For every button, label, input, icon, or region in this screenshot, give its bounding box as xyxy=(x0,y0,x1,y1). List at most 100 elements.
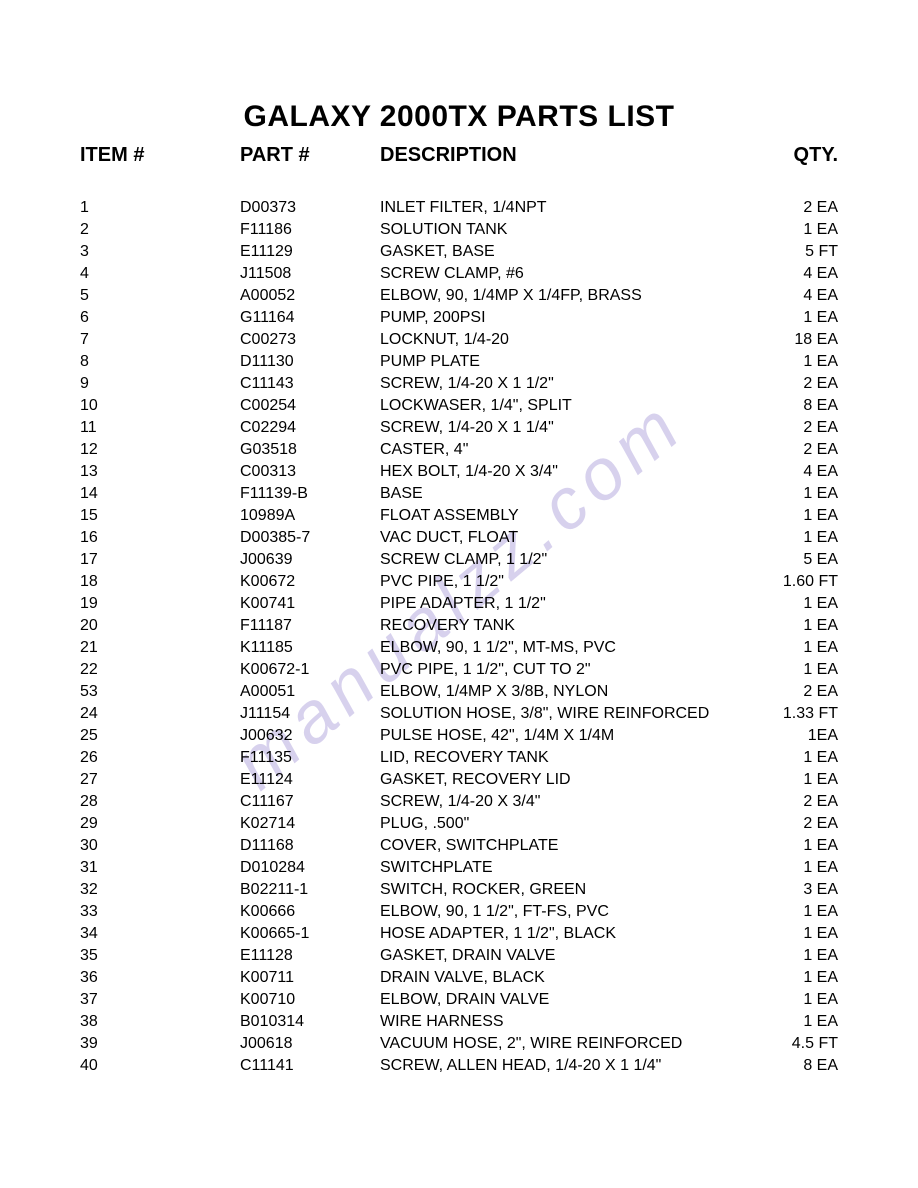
table-row: 29K02714PLUG, .500"2 EA xyxy=(80,813,838,835)
cell-part: F11135 xyxy=(240,747,380,769)
cell-item: 2 xyxy=(80,219,240,241)
cell-item: 17 xyxy=(80,549,240,571)
cell-item: 22 xyxy=(80,659,240,681)
table-row: 14F11139-BBASE1 EA xyxy=(80,483,838,505)
table-row: 26F11135LID, RECOVERY TANK1 EA xyxy=(80,747,838,769)
cell-qty: 1.33 FT xyxy=(758,703,838,725)
cell-qty: 8 EA xyxy=(758,1055,838,1077)
cell-item: 40 xyxy=(80,1055,240,1077)
cell-description: SCREW, 1/4-20 X 1 1/2" xyxy=(380,373,758,395)
header-part: PART # xyxy=(240,144,380,167)
cell-qty: 2 EA xyxy=(758,439,838,461)
cell-description: SOLUTION TANK xyxy=(380,219,758,241)
cell-description: PLUG, .500" xyxy=(380,813,758,835)
cell-part: 10989A xyxy=(240,505,380,527)
cell-part: K00666 xyxy=(240,901,380,923)
table-row: 39J00618VACUUM HOSE, 2", WIRE REINFORCED… xyxy=(80,1033,838,1055)
cell-qty: 1 EA xyxy=(758,637,838,659)
cell-description: HOSE ADAPTER, 1 1/2", BLACK xyxy=(380,923,758,945)
cell-description: WIRE HARNESS xyxy=(380,1011,758,1033)
cell-item: 21 xyxy=(80,637,240,659)
table-row: 37K00710ELBOW, DRAIN VALVE1 EA xyxy=(80,989,838,1011)
cell-item: 31 xyxy=(80,857,240,879)
cell-description: SCREW, ALLEN HEAD, 1/4-20 X 1 1/4" xyxy=(380,1055,758,1077)
cell-item: 39 xyxy=(80,1033,240,1055)
cell-item: 11 xyxy=(80,417,240,439)
cell-qty: 5 FT xyxy=(758,241,838,263)
cell-description: LOCKWASER, 1/4", SPLIT xyxy=(380,395,758,417)
table-row: 3E11129GASKET, BASE5 FT xyxy=(80,241,838,263)
table-row: 11C02294SCREW, 1/4-20 X 1 1/4"2 EA xyxy=(80,417,838,439)
parts-list-document: GALAXY 2000TX PARTS LIST ITEM # PART # D… xyxy=(80,100,838,1077)
cell-qty: 1 EA xyxy=(758,505,838,527)
cell-item: 28 xyxy=(80,791,240,813)
cell-item: 27 xyxy=(80,769,240,791)
cell-description: GASKET, RECOVERY LID xyxy=(380,769,758,791)
page-title: GALAXY 2000TX PARTS LIST xyxy=(80,100,838,134)
cell-qty: 18 EA xyxy=(758,329,838,351)
cell-part: F11186 xyxy=(240,219,380,241)
cell-description: ELBOW, 90, 1/4MP X 1/4FP, BRASS xyxy=(380,285,758,307)
cell-description: PVC PIPE, 1 1/2", CUT TO 2" xyxy=(380,659,758,681)
table-row: 13C00313HEX BOLT, 1/4-20 X 3/4"4 EA xyxy=(80,461,838,483)
cell-item: 38 xyxy=(80,1011,240,1033)
cell-item: 8 xyxy=(80,351,240,373)
cell-qty: 1EA xyxy=(758,725,838,747)
cell-item: 33 xyxy=(80,901,240,923)
cell-part: J11154 xyxy=(240,703,380,725)
cell-description: VACUUM HOSE, 2", WIRE REINFORCED xyxy=(380,1033,758,1055)
cell-part: F11187 xyxy=(240,615,380,637)
table-row: 33K00666ELBOW, 90, 1 1/2", FT-FS, PVC1 E… xyxy=(80,901,838,923)
cell-item: 18 xyxy=(80,571,240,593)
table-row: 10C00254LOCKWASER, 1/4", SPLIT8 EA xyxy=(80,395,838,417)
table-row: 20F11187RECOVERY TANK1 EA xyxy=(80,615,838,637)
cell-part: C00273 xyxy=(240,329,380,351)
cell-qty: 1 EA xyxy=(758,857,838,879)
cell-qty: 5 EA xyxy=(758,549,838,571)
cell-item: 24 xyxy=(80,703,240,725)
cell-part: E11124 xyxy=(240,769,380,791)
cell-item: 12 xyxy=(80,439,240,461)
cell-item: 1 xyxy=(80,197,240,219)
table-row: 31D010284SWITCHPLATE1 EA xyxy=(80,857,838,879)
cell-part: B010314 xyxy=(240,1011,380,1033)
cell-item: 9 xyxy=(80,373,240,395)
cell-description: INLET FILTER, 1/4NPT xyxy=(380,197,758,219)
cell-description: FLOAT ASSEMBLY xyxy=(380,505,758,527)
cell-qty: 1 EA xyxy=(758,307,838,329)
table-row: 30D11168COVER, SWITCHPLATE1 EA xyxy=(80,835,838,857)
cell-part: K00672 xyxy=(240,571,380,593)
cell-description: CASTER, 4" xyxy=(380,439,758,461)
cell-item: 37 xyxy=(80,989,240,1011)
cell-part: C02294 xyxy=(240,417,380,439)
cell-qty: 1 EA xyxy=(758,967,838,989)
cell-description: DRAIN VALVE, BLACK xyxy=(380,967,758,989)
table-row: 25J00632PULSE HOSE, 42", 1/4M X 1/4M1EA xyxy=(80,725,838,747)
cell-part: E11129 xyxy=(240,241,380,263)
cell-description: PVC PIPE, 1 1/2" xyxy=(380,571,758,593)
cell-item: 5 xyxy=(80,285,240,307)
cell-description: LOCKNUT, 1/4-20 xyxy=(380,329,758,351)
table-row: 12G03518CASTER, 4"2 EA xyxy=(80,439,838,461)
cell-part: G03518 xyxy=(240,439,380,461)
cell-part: C00254 xyxy=(240,395,380,417)
table-row: 35E11128GASKET, DRAIN VALVE1 EA xyxy=(80,945,838,967)
cell-item: 13 xyxy=(80,461,240,483)
cell-description: GASKET, DRAIN VALVE xyxy=(380,945,758,967)
cell-qty: 1 EA xyxy=(758,901,838,923)
cell-qty: 2 EA xyxy=(758,417,838,439)
table-row: 9C11143SCREW, 1/4-20 X 1 1/2"2 EA xyxy=(80,373,838,395)
cell-item: 25 xyxy=(80,725,240,747)
table-row: 6G11164PUMP, 200PSI1 EA xyxy=(80,307,838,329)
cell-description: COVER, SWITCHPLATE xyxy=(380,835,758,857)
cell-qty: 8 EA xyxy=(758,395,838,417)
cell-item: 19 xyxy=(80,593,240,615)
cell-part: D010284 xyxy=(240,857,380,879)
table-row: 1510989AFLOAT ASSEMBLY1 EA xyxy=(80,505,838,527)
cell-description: ELBOW, DRAIN VALVE xyxy=(380,989,758,1011)
header-description: DESCRIPTION xyxy=(380,144,758,167)
cell-description: ELBOW, 90, 1 1/2", FT-FS, PVC xyxy=(380,901,758,923)
cell-description: SCREW, 1/4-20 X 1 1/4" xyxy=(380,417,758,439)
cell-description: PIPE ADAPTER, 1 1/2" xyxy=(380,593,758,615)
cell-part: J11508 xyxy=(240,263,380,285)
